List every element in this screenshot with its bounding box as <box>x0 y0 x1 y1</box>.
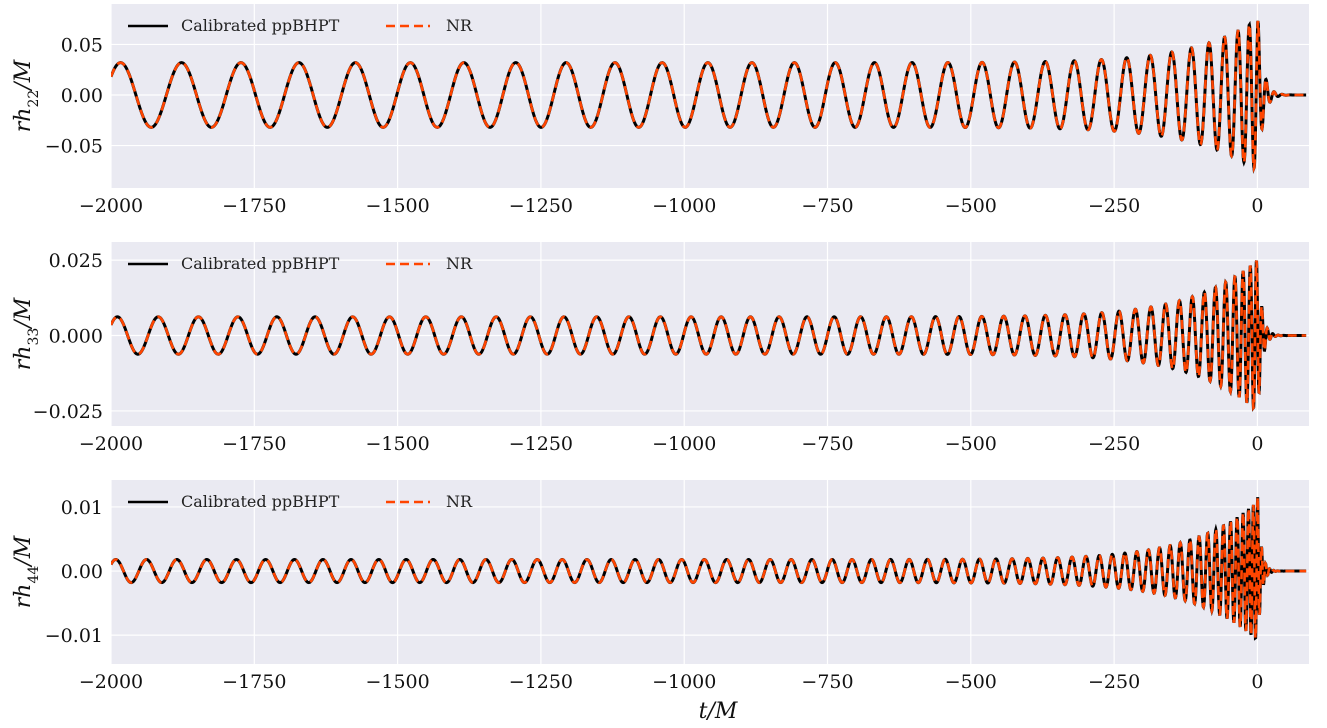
x-tick-label: −500 <box>945 671 997 693</box>
y-tick-label: −0.01 <box>45 625 103 647</box>
legend-label: NR <box>446 254 473 273</box>
x-tick-label: −1750 <box>222 433 286 455</box>
x-tick-label: −1000 <box>652 433 716 455</box>
legend-label: NR <box>446 16 473 35</box>
legend-label: Calibrated ppBHPT <box>181 16 340 35</box>
plot-area <box>111 242 1309 426</box>
x-tick-label: −750 <box>801 671 853 693</box>
y-tick-label: −0.05 <box>45 136 103 158</box>
series-line-nr <box>111 260 1307 412</box>
x-tick-label: −1500 <box>365 195 429 217</box>
y-tick-label: 0.05 <box>61 34 103 56</box>
y-tick-label: 0.00 <box>61 85 103 107</box>
x-tick-label: −1250 <box>509 671 573 693</box>
x-tick-label: −500 <box>945 195 997 217</box>
x-tick-label: 0 <box>1251 671 1263 693</box>
legend-label: Calibrated ppBHPT <box>181 492 340 511</box>
y-tick-label: 0.025 <box>49 250 103 272</box>
subplot-1: −2000 −1750 −1500 −1250 −1000 −750 −500 −250 0 −0… <box>11 4 1309 217</box>
x-tick-label: −2000 <box>79 195 143 217</box>
x-tick-label: 0 <box>1251 195 1263 217</box>
x-tick-label: −250 <box>1088 195 1140 217</box>
x-tick-label: −750 <box>801 433 853 455</box>
x-tick-label: −1250 <box>509 195 573 217</box>
y-tick-label: 0.00 <box>61 561 103 583</box>
x-tick-label: −750 <box>801 195 853 217</box>
x-tick-label: −1000 <box>652 195 716 217</box>
x-tick-label: −250 <box>1088 671 1140 693</box>
subplot-3: −2000 −1750 −1500 −1250 −1000 −750 −500 −250 0 −0… <box>11 480 1309 693</box>
x-tick-label: −2000 <box>79 433 143 455</box>
x-tick-label: −1500 <box>365 433 429 455</box>
y-axis-label: rh33/M <box>11 297 42 370</box>
y-tick-label: 0.000 <box>49 326 103 348</box>
x-axis-label: t/M <box>699 699 738 724</box>
x-tick-label: 0 <box>1251 433 1263 455</box>
subplot-2: −2000 −1750 −1500 −1250 −1000 −750 −500 −250 0 −0… <box>11 242 1309 455</box>
x-tick-label: −2000 <box>79 671 143 693</box>
series-line-nr <box>111 497 1307 641</box>
y-axis-label: rh22/M <box>11 59 42 132</box>
series-line-nr <box>111 20 1307 174</box>
x-tick-label: −1500 <box>365 671 429 693</box>
legend-label: NR <box>446 492 473 511</box>
y-tick-label: −0.025 <box>33 401 103 423</box>
x-tick-label: −500 <box>945 433 997 455</box>
y-tick-label: 0.01 <box>61 497 103 519</box>
legend-label: Calibrated ppBHPT <box>181 254 340 273</box>
x-tick-label: −1250 <box>509 433 573 455</box>
x-tick-label: −250 <box>1088 433 1140 455</box>
x-tick-label: −1750 <box>222 195 286 217</box>
x-tick-label: −1750 <box>222 671 286 693</box>
x-tick-label: −1000 <box>652 671 716 693</box>
y-axis-label: rh44/M <box>11 535 42 608</box>
